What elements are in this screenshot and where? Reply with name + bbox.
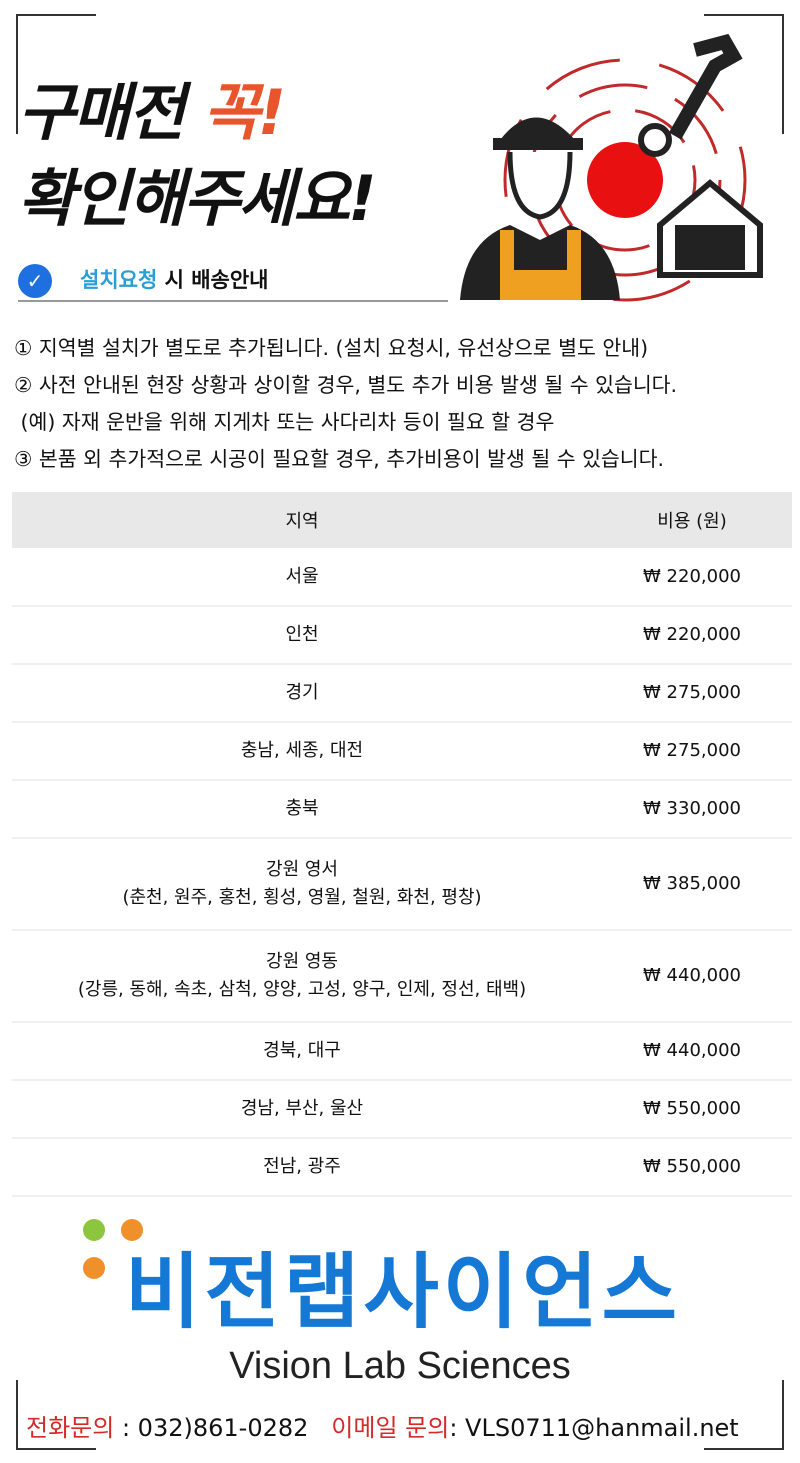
table-row: 충남, 세종, 대전 ₩ 275,000	[12, 722, 792, 781]
check-icon: ✓	[18, 264, 52, 298]
region-cell: 인천	[12, 606, 592, 665]
email-address[interactable]: : VLS0711@hanmail.net	[449, 1414, 739, 1442]
installer-illustration-icon	[460, 33, 763, 302]
corner-frame	[16, 14, 96, 134]
region-cell: 경남, 부산, 울산	[12, 1080, 592, 1139]
brand-name-ko: 비전랩사이언스	[125, 1245, 682, 1340]
notice-item: ③ 본품 외 추가적으로 시공이 필요할 경우, 추가비용이 발생 될 수 있습…	[14, 447, 665, 471]
region-cell: 충남, 세종, 대전	[12, 722, 592, 781]
logo-dot	[83, 1219, 105, 1241]
notice-item: (예) 자재 운반을 위해 지게차 또는 사다리차 등이 필요 할 경우	[14, 410, 555, 434]
region-cell: 경기	[12, 664, 592, 723]
table-row: 인천 ₩ 220,000	[12, 606, 792, 665]
corner-frame	[704, 14, 784, 134]
table-row: 충북 ₩ 330,000	[12, 780, 792, 839]
phone-number[interactable]: : 032)861-0282	[121, 1414, 309, 1442]
table-row: 강원 영동 (강릉, 동해, 속초, 삼척, 양양, 고성, 양구, 인제, 정선…	[12, 930, 792, 1023]
cost-cell: ₩ 550,000	[592, 1080, 792, 1139]
corner-frame	[704, 1380, 784, 1450]
corner-frame	[16, 1380, 96, 1450]
install-notice-heading: ✓ 설치요청 시 배송안내	[18, 258, 448, 302]
column-header-region: 지역	[12, 492, 592, 548]
table-header: 지역 비용 (원)	[12, 492, 792, 548]
table-row: 경기 ₩ 275,000	[12, 664, 792, 723]
title-accent: 꼭!	[202, 76, 286, 149]
table-row: 강원 영서 (춘천, 원주, 홍천, 횡성, 영월, 철원, 화천, 평창) ₩ 3…	[12, 838, 792, 931]
table-row: 전남, 광주 ₩ 550,000	[12, 1138, 792, 1197]
cost-cell: ₩ 550,000	[592, 1138, 792, 1197]
table-row: 경남, 부산, 울산 ₩ 550,000	[12, 1080, 792, 1139]
page-title: 구매전 꼭! 확인해주세요!	[18, 76, 377, 235]
install-cost-table: 지역 비용 (원) 서울 ₩ 220,000 인천 ₩ 220,000 경기 ₩ 275,…	[12, 492, 792, 1197]
cost-cell: ₩ 440,000	[592, 1022, 792, 1081]
column-header-cost: 비용 (원)	[592, 492, 792, 548]
cost-cell: ₩ 275,000	[592, 722, 792, 781]
cost-cell: ₩ 440,000	[592, 930, 792, 1023]
logo-dot	[121, 1219, 143, 1241]
cost-cell: ₩ 330,000	[592, 780, 792, 839]
contact-info: 전화문의 : 032)861-0282 이메일 문의: VLS0711@hanm…	[26, 1414, 739, 1442]
cost-cell: ₩ 275,000	[592, 664, 792, 723]
notice-item: ① 지역별 설치가 별도로 추가됩니다. (설치 요청시, 유선상으로 별도 안…	[14, 336, 649, 360]
table-row: 서울 ₩ 220,000	[12, 548, 792, 607]
cost-cell: ₩ 385,000	[592, 838, 792, 931]
notice-item: ② 사전 안내된 현장 상황과 상이할 경우, 별도 추가 비용 발생 될 수 …	[14, 373, 678, 397]
region-cell: 경북, 대구	[12, 1022, 592, 1081]
brand-name-en: Vision Lab Sciences	[229, 1345, 571, 1387]
cost-cell: ₩ 220,000	[592, 606, 792, 665]
region-cell: 강원 영서 (춘천, 원주, 홍천, 횡성, 영월, 철원, 화천, 평창)	[12, 838, 592, 931]
region-cell: 충북	[12, 780, 592, 839]
notice-list: ① 지역별 설치가 별도로 추가됩니다. (설치 요청시, 유선상으로 별도 안…	[14, 330, 677, 478]
region-cell: 전남, 광주	[12, 1138, 592, 1197]
table-row: 경북, 대구 ₩ 440,000	[12, 1022, 792, 1081]
cost-cell: ₩ 220,000	[592, 548, 792, 607]
region-cell: 강원 영동 (강릉, 동해, 속초, 삼척, 양양, 고성, 양구, 인제, 정선…	[12, 930, 592, 1023]
region-cell: 서울	[12, 548, 592, 607]
logo-dot	[83, 1257, 105, 1279]
